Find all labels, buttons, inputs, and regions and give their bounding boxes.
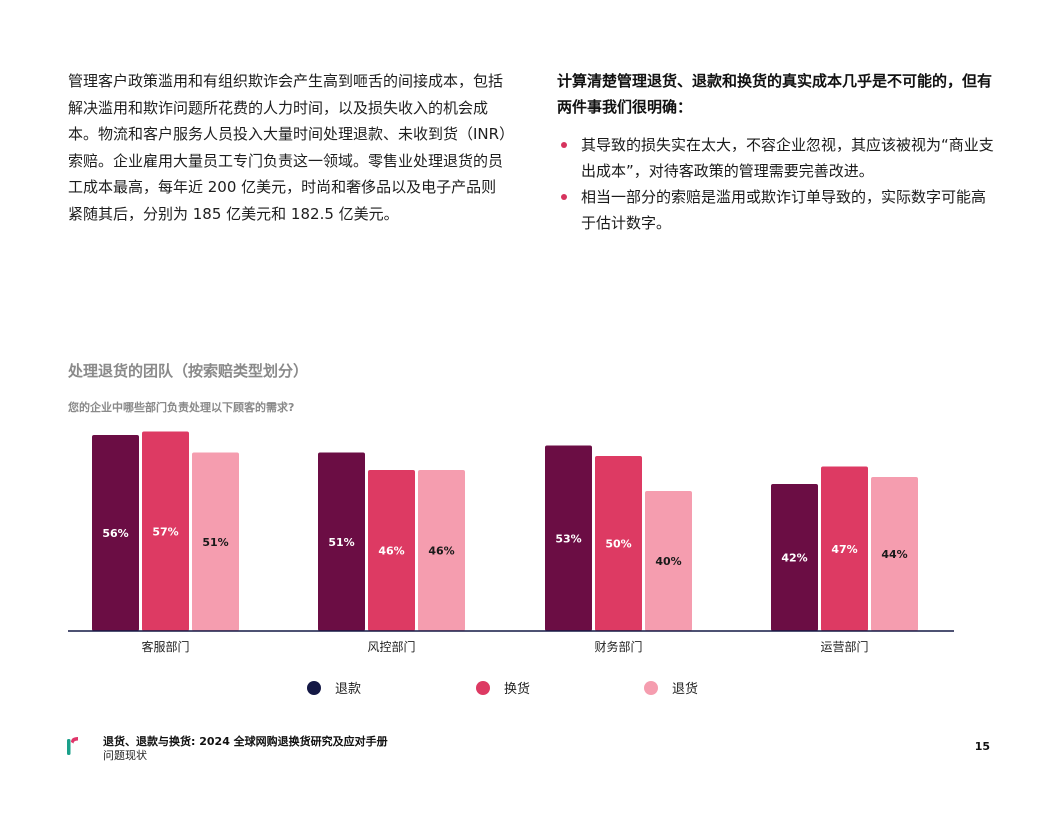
- bar-exchange: [142, 431, 189, 631]
- bar-value-label: 47%: [831, 543, 857, 556]
- legend-item-return: 退货: [644, 678, 698, 697]
- bullet-dot-icon: [561, 194, 567, 200]
- chart-subtitle: 您的企业中哪些部门负责处理以下顾客的需求?: [68, 401, 295, 414]
- bar-value-label: 53%: [555, 532, 581, 545]
- category-label: 风控部门: [367, 639, 415, 654]
- legend-dot-icon: [644, 680, 658, 695]
- footer-title: 退货、退款与换货: 2024 全球网购退换货研究及应对手册: [103, 735, 388, 748]
- list-item: 其导致的损失实在太大，不容企业忽视，其应该被视为“商业支出成本”，对待客政策的管…: [557, 132, 997, 184]
- footer-subtitle: 问题现状: [103, 749, 147, 762]
- bar-value-label: 51%: [328, 536, 354, 549]
- bar-return: [871, 477, 918, 631]
- bar-return: [645, 491, 692, 631]
- bar-return: [192, 452, 239, 631]
- bar-return: [418, 470, 465, 631]
- chart-legend: 退款 换货 退货: [0, 678, 1056, 698]
- bar-refund: [771, 484, 818, 631]
- intro-paragraph: 管理客户政策滥用和有组织欺诈会产生高到咂舌的间接成本，包括解决滥用和欺诈问题所花…: [68, 72, 507, 223]
- bar-value-label: 44%: [881, 548, 907, 561]
- brand-logo-icon: [67, 737, 78, 755]
- bar-refund: [318, 452, 365, 631]
- bar-value-label: 46%: [378, 545, 404, 558]
- legend-dot-icon: [476, 680, 490, 695]
- key-points-section: 计算清楚管理退货、退款和换货的真实成本几乎是不可能的，但有两件事我们很明确： 其…: [557, 68, 997, 236]
- bar-value-label: 40%: [655, 555, 681, 568]
- legend-label: 退货: [672, 682, 699, 697]
- legend-label: 退款: [335, 682, 362, 697]
- bar-value-label: 50%: [605, 538, 631, 551]
- chart-title: 处理退货的团队（按索赔类型划分）: [68, 362, 309, 380]
- legend-item-exchange: 换货: [476, 678, 530, 697]
- bar-value-label: 57%: [152, 525, 178, 538]
- bar-chart: 56% 57% 51% 客服部门 51% 46% 46% 风控部门 53% 50% 40% 财务部门 4…: [68, 431, 954, 654]
- category-label: 运营部门: [820, 639, 868, 654]
- list-item: 相当一部分的索赔是滥用或欺诈订单导致的，实际数字可能高于估计数字。: [557, 184, 997, 236]
- bar-exchange: [595, 456, 642, 631]
- bar-value-label: 51%: [202, 536, 228, 549]
- bar-refund: [92, 435, 139, 631]
- page-number: 15: [974, 740, 990, 753]
- bar-value-label: 42%: [781, 552, 807, 565]
- bullet-text: 其导致的损失实在太大，不容企业忽视，其应该被视为“商业支出成本”，对待客政策的管…: [581, 136, 994, 180]
- legend-item-refund: 退款: [307, 678, 361, 697]
- bar-value-label: 56%: [102, 527, 128, 540]
- bullet-dot-icon: [561, 142, 567, 148]
- bar-refund: [545, 445, 592, 631]
- key-points-heading: 计算清楚管理退货、退款和换货的真实成本几乎是不可能的，但有两件事我们很明确：: [557, 72, 993, 116]
- bar-value-label: 46%: [428, 545, 454, 558]
- category-label: 财务部门: [594, 639, 642, 654]
- bullet-text: 相当一部分的索赔是滥用或欺诈订单导致的，实际数字可能高于估计数字。: [581, 188, 987, 232]
- category-label: 客服部门: [141, 639, 189, 654]
- legend-label: 换货: [504, 682, 531, 697]
- bar-exchange: [821, 466, 868, 631]
- bar-exchange: [368, 470, 415, 631]
- legend-dot-icon: [307, 680, 321, 695]
- key-points-list: 其导致的损失实在太大，不容企业忽视，其应该被视为“商业支出成本”，对待客政策的管…: [557, 132, 997, 236]
